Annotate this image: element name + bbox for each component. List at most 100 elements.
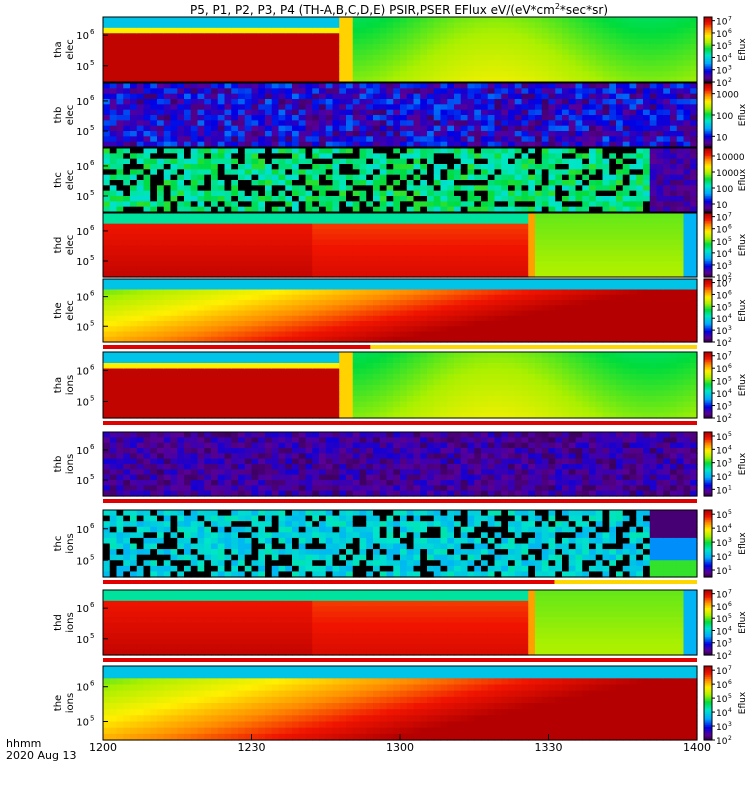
spectrogram-cell (433, 22, 442, 29)
spectrogram-cell (454, 213, 462, 219)
spectrogram-cell (555, 223, 563, 230)
colorbar-segment (704, 227, 712, 230)
spectrogram-cell (440, 158, 448, 165)
spectrogram-cell (494, 148, 502, 154)
spectrogram-cell (589, 141, 597, 148)
spectrogram-cell (312, 180, 320, 186)
spectrogram-cell (285, 76, 293, 83)
spectrogram-cell (541, 218, 550, 225)
spectrogram-cell (211, 22, 219, 29)
colorbar-segment (704, 235, 712, 238)
spectrogram-cell (535, 38, 543, 45)
spectrogram-cell (676, 60, 685, 67)
spectrogram-cell (643, 99, 651, 105)
spectrogram-cell (663, 169, 671, 176)
spectrogram-cell (319, 44, 327, 51)
spectrogram-cell (130, 38, 138, 45)
y-tick-exponent: 5 (90, 59, 94, 67)
spectrogram-cell (670, 201, 678, 208)
spectrogram-cell (238, 294, 246, 301)
spectrogram-cell (251, 99, 259, 105)
spectrogram-cell (224, 44, 232, 51)
spectrogram-cell (157, 289, 165, 296)
spectrogram-cell (224, 141, 232, 148)
spectrogram-cell (278, 33, 286, 40)
spectrogram-cell (379, 266, 388, 273)
spectrogram-cell (595, 88, 604, 95)
spectrogram-cell (467, 148, 475, 154)
spectrogram-cell (238, 83, 246, 89)
spectrogram-cell (265, 180, 273, 186)
spectrogram-cell (339, 49, 347, 56)
spectrogram-cell (325, 44, 334, 51)
spectrogram-cell (393, 245, 401, 251)
spectrogram-cell (265, 76, 273, 83)
spectrogram-cell (440, 115, 448, 121)
spectrogram-cell (467, 239, 475, 246)
spectrogram-cell (433, 169, 442, 176)
spectrogram-cell (184, 153, 192, 160)
spectrogram-cell (643, 239, 651, 246)
spectrogram-cell (602, 250, 610, 257)
spectrogram-cell (433, 54, 442, 61)
spectrogram-cell (143, 169, 151, 176)
spectrogram-cell (197, 206, 205, 213)
spectrogram-cell (265, 65, 273, 72)
spectrogram-cell (474, 136, 482, 143)
spectrogram-cell (332, 115, 340, 121)
spectrogram-cell (265, 148, 273, 154)
spectrogram-cell (609, 33, 617, 40)
spectrogram-cell (265, 33, 273, 40)
spectrogram-cell (204, 294, 212, 301)
spectrogram-cell (643, 206, 651, 213)
spectrogram-cell (150, 201, 158, 208)
spectrogram-cell (251, 174, 259, 181)
spectrogram-cell (636, 218, 644, 225)
spectrogram-cell (116, 120, 124, 127)
spectrogram-cell (103, 196, 111, 202)
spectrogram-cell (238, 255, 246, 262)
spectrogram-cell (325, 158, 334, 165)
spectrogram-cell (514, 271, 523, 278)
spectrogram-cell (514, 169, 523, 176)
spectrogram-cell (616, 164, 624, 170)
spectrogram-cell (332, 136, 340, 143)
spectrogram-cell (258, 49, 266, 56)
spectrogram-cell (184, 245, 192, 251)
spectrogram-cell (474, 49, 482, 56)
spectrogram-cell (481, 109, 489, 116)
spectrogram-cell (103, 190, 111, 197)
spectrogram-cell (197, 326, 205, 333)
spectrogram-cell (494, 99, 502, 105)
spectrogram-cell (683, 17, 691, 24)
spectrogram-cell (197, 201, 205, 208)
spectrogram-cell (683, 158, 691, 165)
spectrogram-cell (251, 148, 259, 154)
spectrogram-cell (184, 279, 192, 285)
spectrogram-cell (555, 255, 563, 262)
spectrogram-cell (555, 266, 563, 273)
spectrogram-cell (285, 38, 293, 45)
spectrogram-cell (474, 239, 482, 246)
spectrogram-cell (211, 44, 219, 51)
spectrogram-cell (575, 169, 583, 176)
spectrogram-cell (622, 245, 631, 251)
spectrogram-cell (292, 164, 300, 170)
spectrogram-cell (109, 218, 118, 225)
spectrogram-cell (433, 83, 442, 89)
spectrogram-cell (555, 65, 563, 72)
spectrogram-cell (123, 44, 131, 51)
spectrogram-cell (629, 17, 637, 24)
spectrogram-cell (629, 71, 637, 78)
spectrogram-cell (123, 76, 131, 83)
spectrogram-cell (204, 310, 212, 317)
spectrogram-cell (508, 250, 516, 257)
spectrogram-cell (109, 174, 118, 181)
spectrogram-cell (379, 54, 388, 61)
spectrogram-cell (690, 17, 698, 24)
spectrogram-cell (467, 60, 475, 67)
spectrogram-cell (433, 76, 442, 83)
spectrogram-cell (690, 65, 698, 72)
spectrogram-cell (305, 239, 313, 246)
spectrogram-cell (278, 213, 286, 219)
